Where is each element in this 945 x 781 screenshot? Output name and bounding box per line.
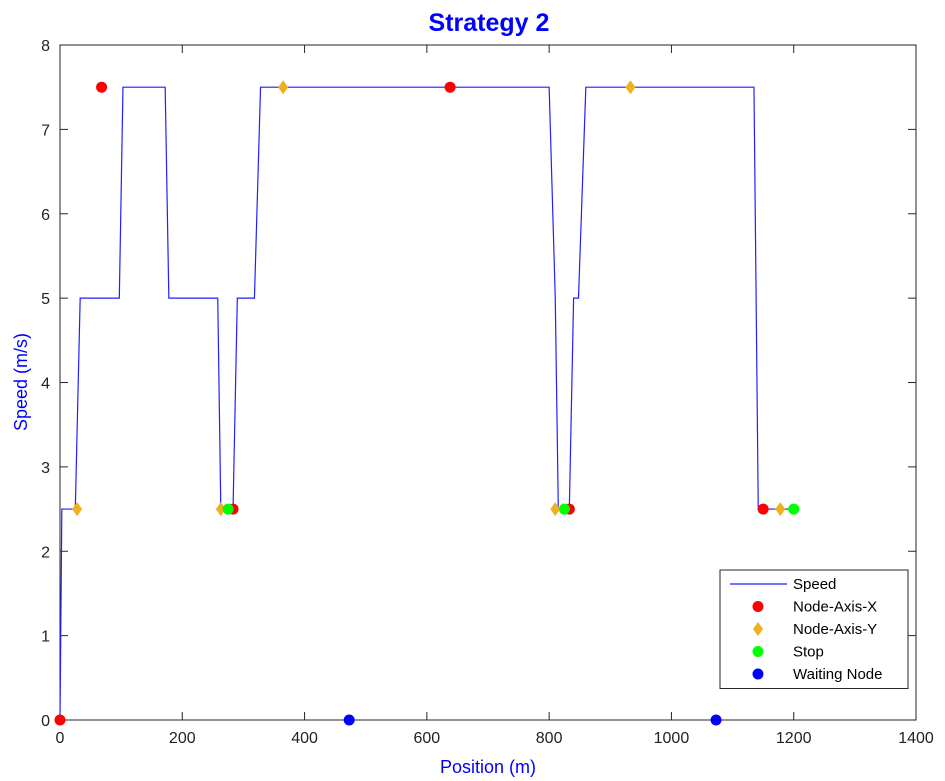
stop-point	[788, 503, 800, 515]
x-tick-label: 200	[169, 730, 196, 747]
x-tick-label: 0	[56, 730, 65, 747]
chart-title: Strategy 2	[429, 9, 550, 37]
waiting-node-point	[343, 714, 355, 726]
node-axis-y-point	[775, 502, 786, 517]
x-tick-label: 800	[536, 730, 563, 747]
y-axis-label: Speed (m/s)	[11, 333, 31, 431]
legend-swatch-node-axis-x	[752, 601, 764, 612]
y-tick-label: 3	[41, 460, 50, 477]
legend-swatch-stop	[752, 646, 764, 657]
y-tick-label: 2	[41, 544, 50, 561]
node-axis-y-point	[625, 80, 636, 95]
y-tick-label: 1	[41, 629, 50, 646]
node-axis-y-point	[215, 502, 226, 517]
stop-point	[558, 503, 570, 515]
y-tick-label: 7	[41, 122, 50, 139]
y-tick-label: 6	[41, 207, 50, 224]
node-axis-y-point	[278, 80, 289, 95]
x-tick-label: 400	[291, 730, 318, 747]
node-axis-x-point	[54, 714, 66, 726]
legend-label: Node-Axis-Y	[793, 621, 877, 638]
axis-ticks: 0 200 400 600 800 1000 1200 1400 0 1 2 3 4 5 6 7 8	[41, 38, 934, 747]
x-tick-label: 1000	[654, 730, 690, 747]
x-tick-label: 1400	[898, 730, 934, 747]
speed-line	[59, 86, 794, 721]
legend: Speed Node-Axis-X Node-Axis-Y Stop Waiting N…	[719, 569, 909, 689]
node-axis-y-point	[550, 502, 561, 517]
y-tick-label: 0	[41, 713, 50, 730]
x-axis-label: Position (m)	[440, 757, 536, 777]
y-tick-label: 5	[41, 291, 50, 308]
legend-label: Speed	[793, 576, 836, 593]
x-tick-label: 1200	[776, 730, 812, 747]
node-axis-x-point	[444, 81, 456, 93]
legend-label: Stop	[793, 644, 824, 661]
legend-swatch-waiting-node	[752, 668, 764, 680]
legend-label: Waiting Node	[793, 666, 883, 683]
legend-swatch-node-axis-y	[753, 622, 763, 636]
legend-box	[719, 569, 909, 689]
node-axis-x-point	[96, 81, 108, 93]
stop-point	[222, 503, 234, 515]
x-tick-label: 600	[414, 730, 441, 747]
waiting-node-point	[710, 714, 722, 726]
y-tick-label: 8	[41, 38, 50, 55]
node-axis-y-point	[72, 502, 83, 517]
series-layer	[54, 80, 800, 726]
y-tick-label: 4	[41, 376, 50, 393]
node-axis-x-point	[757, 503, 769, 515]
legend-label: Node-Axis-X	[793, 599, 877, 616]
